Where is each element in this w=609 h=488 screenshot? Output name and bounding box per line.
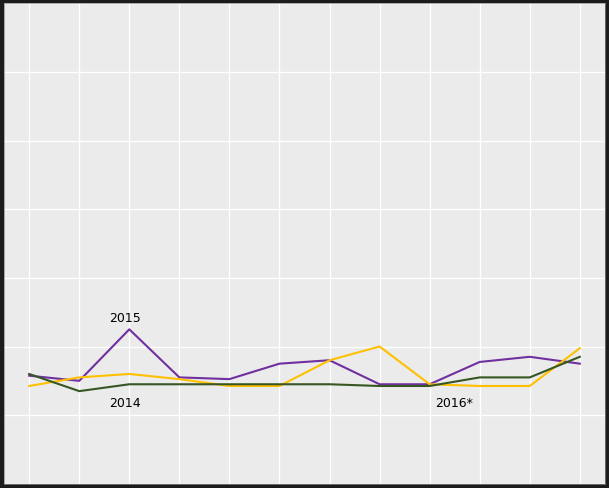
Text: 2014: 2014 bbox=[109, 396, 141, 409]
Text: 2016*: 2016* bbox=[435, 396, 473, 409]
Text: 2015: 2015 bbox=[109, 311, 141, 325]
